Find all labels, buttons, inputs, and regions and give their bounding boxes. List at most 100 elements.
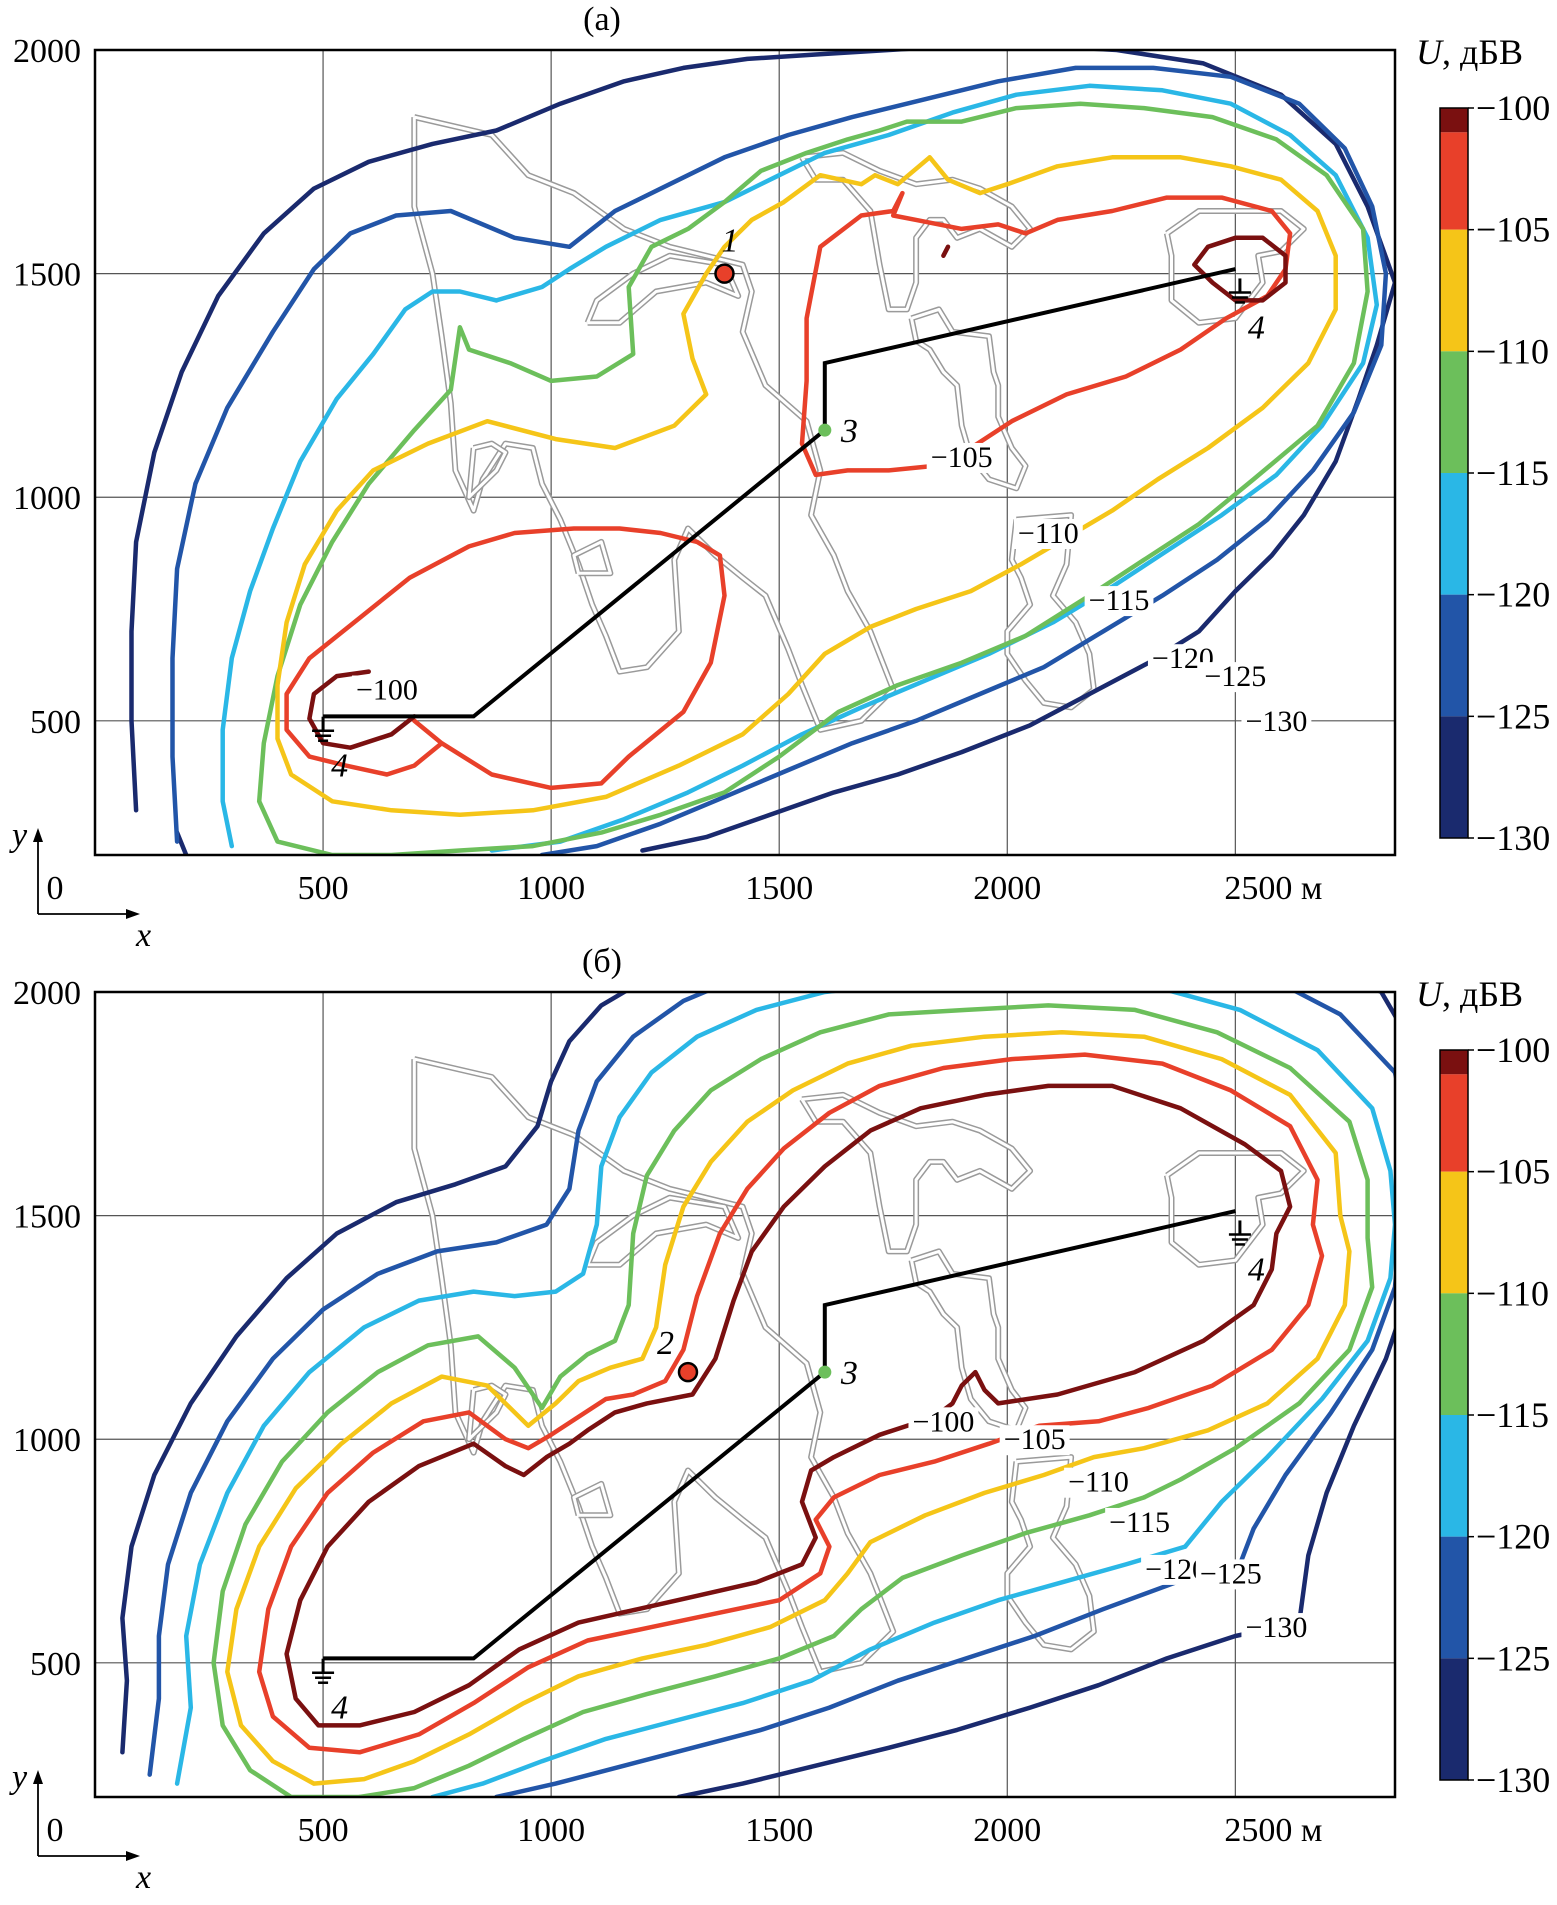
contour-line-m100 (284, 1083, 1293, 1728)
colorbar-tick-label: −125 (1476, 1638, 1550, 1678)
contour-label-bg (926, 442, 997, 473)
contour-label-bg (1105, 1507, 1174, 1538)
contour-label: −105 (1004, 1423, 1066, 1456)
colorbar-a: U, дБВ −100 −105 −110 −115 −120 −125 −130 (1416, 32, 1550, 858)
y-tick-label: 2000 (13, 975, 81, 1012)
contour-label: −125 (1204, 660, 1266, 693)
x-tick-label: 1000 (517, 870, 585, 907)
building-outline-inner (412, 115, 895, 732)
x-tick-label: 2000 (973, 870, 1041, 907)
contour-label-bg (351, 675, 422, 706)
colorbar-segment (1440, 1536, 1468, 1659)
contour-label: −130 (1245, 705, 1307, 738)
x-arrowhead (126, 909, 140, 919)
x-tick-label: 500 (298, 1812, 349, 1849)
point-label: 4 (1248, 309, 1265, 346)
y-axis-symbol: y (9, 1759, 28, 1796)
contour-label: −110 (1018, 517, 1079, 550)
colorbar-tick-label: −125 (1476, 696, 1550, 736)
building-outline-inner (586, 1196, 740, 1267)
contour-label: −110 (1068, 1466, 1129, 1499)
colorbar-title-symbol: U (1416, 974, 1444, 1014)
colorbar-title: U, дБВ (1416, 32, 1523, 72)
plot-frame (93, 48, 1397, 857)
colorbar-segment (1440, 1293, 1468, 1415)
y-tick-label: 500 (30, 1646, 81, 1683)
ground-icon (312, 716, 335, 742)
contour-line-m105 (256, 1052, 1325, 1755)
colorbar-tick-label: −100 (1476, 1030, 1550, 1070)
point-label: 4 (331, 1690, 348, 1727)
building-outlines (411, 114, 1307, 733)
contour-line-m105 (799, 190, 1293, 478)
contour-label-bg (999, 1425, 1070, 1456)
contour-line-m125 (147, 992, 1395, 1777)
building-outline-inner (572, 540, 612, 575)
colorbar-tick-label: −130 (1476, 1760, 1550, 1800)
colorbar-title-unit: , дБВ (1442, 32, 1523, 72)
contour-line-m130 (129, 50, 1395, 813)
x-tick-label: 2500 м (1224, 1812, 1322, 1849)
colorbar-segment (1440, 473, 1468, 595)
contour-label: −130 (1245, 1611, 1307, 1644)
contour-line-m120 (430, 1544, 1188, 1797)
colorbar-segment (1440, 229, 1468, 352)
contour-label: −125 (1200, 1557, 1262, 1590)
colorbar-segment (1440, 1171, 1468, 1294)
y-arrowhead (33, 828, 43, 842)
contour-line-m120 (174, 992, 1395, 1786)
y-tick-label: 1000 (13, 480, 81, 517)
plot-area (129, 50, 1395, 855)
contour-line-m105 (284, 526, 727, 791)
contour-label: −100 (356, 674, 418, 707)
x-tick-label: 2000 (973, 1812, 1041, 1849)
colorbar-tick-label: −130 (1476, 818, 1550, 858)
contour-line-m115 (211, 1003, 1375, 1797)
contour-label-bg (1200, 662, 1271, 693)
origin-label: 0 (47, 1812, 64, 1849)
x-axis-symbol: x (135, 1859, 151, 1896)
contour-line-m120 (220, 289, 499, 849)
building-outline-inner (572, 1482, 612, 1517)
x-tick-label: 500 (298, 870, 349, 907)
colorbar-tick-label: −115 (1476, 1395, 1549, 1435)
contour-label: −100 (912, 1405, 974, 1438)
contour-line-m125 (494, 1562, 1243, 1797)
colorbar-tick-label: −120 (1476, 575, 1550, 615)
contour-label: −105 (931, 441, 993, 474)
building-outline-inner (1165, 209, 1306, 325)
contour-label-bg (1084, 586, 1154, 617)
panel-title: (а) (583, 1, 621, 38)
colorbar-segment (1440, 1415, 1468, 1537)
y-tick-label: 1000 (13, 1422, 81, 1459)
y-tick-label: 2000 (13, 33, 81, 70)
colorbar-segment (1440, 1050, 1468, 1075)
contour-line-m100 (941, 244, 951, 258)
ground-icon (1228, 278, 1251, 304)
contour-line-m100 (1192, 235, 1288, 303)
origin-label: 0 (47, 870, 64, 907)
colorbar-tick-label: −110 (1476, 331, 1549, 371)
contour-label-bg (1241, 706, 1312, 737)
contour-line-m110 (225, 1030, 1352, 1786)
colorbar-segment (1440, 132, 1468, 230)
contour-line-m130 (120, 992, 1395, 1755)
point-label: 2 (657, 1325, 674, 1362)
building-outline-inner (800, 1093, 1032, 1253)
contour-line-m115 (357, 1495, 1147, 1797)
colorbar-segment (1440, 351, 1468, 473)
contour-label-bg (1013, 519, 1083, 549)
source-point-marker (677, 1361, 699, 1383)
y-arrowhead (33, 1770, 43, 1784)
contour-line-m110 (275, 155, 1338, 818)
point-label: 4 (331, 748, 348, 785)
x-tick-label: 2500 м (1224, 870, 1322, 907)
colorbar-tick-label: −110 (1476, 1273, 1549, 1313)
point-label: 3 (840, 1355, 858, 1392)
x-tick-label: 1500 (745, 1812, 813, 1849)
colorbar-tick-label: −120 (1476, 1517, 1550, 1557)
contour-line-m125 (170, 65, 1389, 855)
